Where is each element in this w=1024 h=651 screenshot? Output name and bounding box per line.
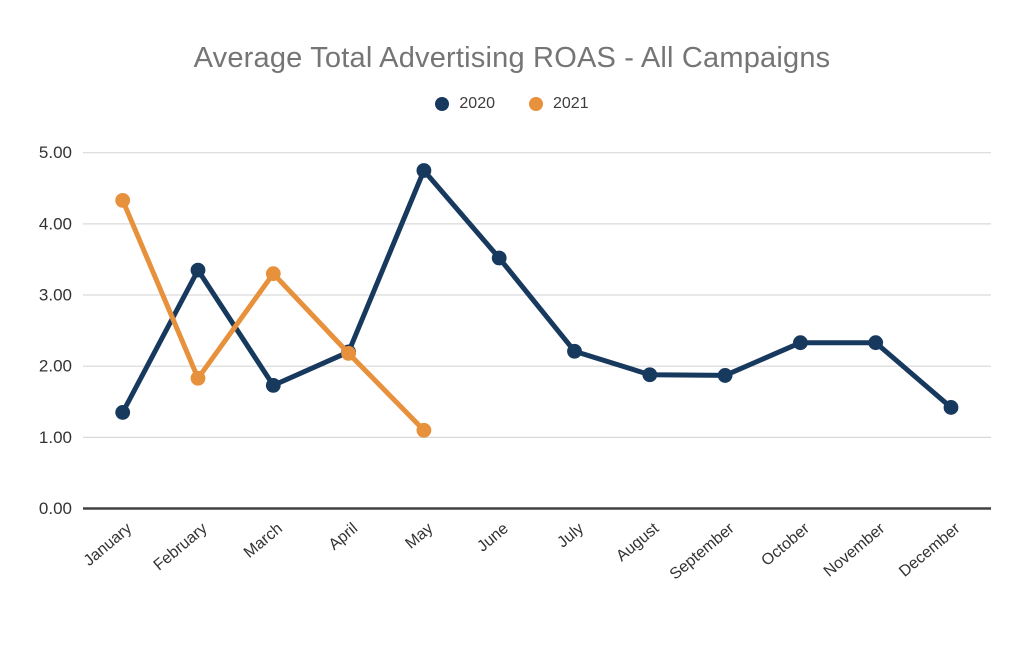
data-point-2020 bbox=[491, 250, 507, 266]
data-point-2020 bbox=[717, 368, 733, 383]
legend-swatch-2020-icon bbox=[435, 97, 450, 111]
data-point-2021 bbox=[115, 192, 131, 208]
x-tick-label: August bbox=[613, 520, 663, 565]
legend-swatch-2021-icon bbox=[529, 97, 543, 111]
data-point-2021 bbox=[341, 345, 356, 361]
legend-item-2020: 2020 bbox=[435, 95, 495, 113]
y-tick-label: 0.00 bbox=[39, 499, 72, 518]
data-point-2020 bbox=[416, 163, 432, 178]
series-line-2021 bbox=[120, 197, 427, 433]
y-tick-label: 1.00 bbox=[39, 428, 72, 447]
data-point-2020 bbox=[793, 335, 808, 351]
x-tick-label: September bbox=[667, 520, 738, 584]
x-tick-label: October bbox=[758, 520, 813, 570]
x-tick-label: May bbox=[402, 520, 436, 552]
y-tick-label: 5.00 bbox=[39, 143, 72, 162]
x-tick-label: November bbox=[821, 520, 889, 581]
chart-title: Average Total Advertising ROAS - All Cam… bbox=[193, 42, 831, 74]
data-point-2020 bbox=[115, 405, 131, 420]
legend-label-2020: 2020 bbox=[459, 95, 495, 112]
series-line-2020 bbox=[120, 167, 954, 415]
x-tick-label: December bbox=[896, 520, 964, 581]
data-point-2020 bbox=[642, 367, 658, 383]
y-tick-label: 3.00 bbox=[39, 286, 72, 305]
legend-label-2021: 2021 bbox=[553, 95, 589, 112]
legend-item-2021: 2021 bbox=[529, 95, 589, 113]
x-tick-label: March bbox=[241, 520, 286, 562]
x-tick-label: July bbox=[554, 520, 587, 551]
data-point-2021 bbox=[265, 266, 281, 282]
data-point-2020 bbox=[868, 335, 884, 351]
y-tick-label: 4.00 bbox=[39, 214, 72, 233]
legend: 2020 2021 bbox=[0, 95, 1024, 113]
x-tick-label: February bbox=[151, 520, 211, 574]
data-point-2020 bbox=[567, 343, 582, 359]
data-point-2021 bbox=[190, 370, 206, 386]
x-tick-label: June bbox=[474, 520, 512, 555]
data-point-2021 bbox=[416, 422, 432, 438]
y-tick-label: 2.00 bbox=[39, 357, 72, 376]
x-tick-label: January bbox=[81, 520, 136, 570]
data-point-2020 bbox=[190, 262, 206, 278]
x-tick-label: April bbox=[326, 520, 361, 554]
data-point-2020 bbox=[265, 377, 281, 393]
data-point-2020 bbox=[943, 400, 959, 415]
